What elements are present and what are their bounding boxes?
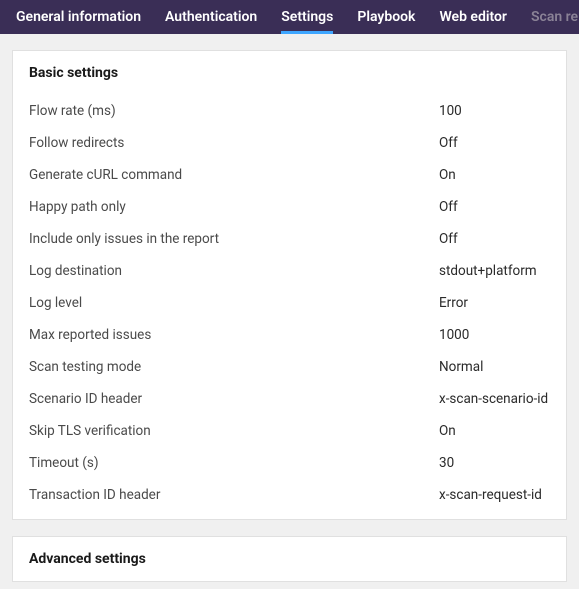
setting-label: Scan testing mode xyxy=(29,359,439,375)
setting-label: Skip TLS verification xyxy=(29,423,439,439)
setting-row[interactable]: Log level Error xyxy=(13,287,566,319)
setting-label: Flow rate (ms) xyxy=(29,103,439,119)
setting-label: Log level xyxy=(29,295,439,311)
tab-bar: General information Authentication Setti… xyxy=(0,0,579,34)
setting-value: Off xyxy=(439,135,550,151)
advanced-settings-panel: Advanced settings xyxy=(12,536,567,582)
setting-value: Normal xyxy=(439,359,550,375)
setting-label: Happy path only xyxy=(29,199,439,215)
setting-row[interactable]: Skip TLS verification On xyxy=(13,415,566,447)
basic-settings-title: Basic settings xyxy=(13,51,566,95)
tab-playbook[interactable]: Playbook xyxy=(345,0,427,34)
setting-row[interactable]: Flow rate (ms) 100 xyxy=(13,95,566,127)
setting-label: Transaction ID header xyxy=(29,487,439,503)
setting-value: On xyxy=(439,423,550,439)
setting-row[interactable]: Log destination stdout+platform xyxy=(13,255,566,287)
setting-row[interactable]: Include only issues in the report Off xyxy=(13,223,566,255)
setting-value: Off xyxy=(439,199,550,215)
setting-label: Scenario ID header xyxy=(29,391,439,407)
setting-value: 1000 xyxy=(439,327,550,343)
setting-value: x-scan-scenario-id xyxy=(439,391,550,407)
setting-row[interactable]: Max reported issues 1000 xyxy=(13,319,566,351)
setting-value: stdout+platform xyxy=(439,263,550,279)
setting-label: Include only issues in the report xyxy=(29,231,439,247)
setting-row[interactable]: Generate cURL command On xyxy=(13,159,566,191)
setting-row[interactable]: Scenario ID header x-scan-scenario-id xyxy=(13,383,566,415)
setting-value: Off xyxy=(439,231,550,247)
setting-value: 100 xyxy=(439,103,550,119)
setting-label: Follow redirects xyxy=(29,135,439,151)
advanced-settings-title: Advanced settings xyxy=(13,537,566,581)
tab-web-editor[interactable]: Web editor xyxy=(427,0,519,34)
content-area: Basic settings Flow rate (ms) 100 Follow… xyxy=(0,34,579,582)
setting-row[interactable]: Happy path only Off xyxy=(13,191,566,223)
setting-value: x-scan-request-id xyxy=(439,487,550,503)
tab-general-information[interactable]: General information xyxy=(4,0,153,34)
setting-value: 30 xyxy=(439,455,550,471)
setting-label: Generate cURL command xyxy=(29,167,439,183)
setting-row[interactable]: Scan testing mode Normal xyxy=(13,351,566,383)
setting-row[interactable]: Timeout (s) 30 xyxy=(13,447,566,479)
setting-value: On xyxy=(439,167,550,183)
tab-settings[interactable]: Settings xyxy=(269,0,345,34)
setting-row[interactable]: Follow redirects Off xyxy=(13,127,566,159)
setting-label: Log destination xyxy=(29,263,439,279)
setting-row[interactable]: Transaction ID header x-scan-request-id xyxy=(13,479,566,511)
basic-settings-list: Flow rate (ms) 100 Follow redirects Off … xyxy=(13,95,566,519)
setting-label: Max reported issues xyxy=(29,327,439,343)
setting-value: Error xyxy=(439,295,550,311)
tab-scan-report[interactable]: Scan re xyxy=(519,0,579,34)
setting-label: Timeout (s) xyxy=(29,455,439,471)
basic-settings-panel: Basic settings Flow rate (ms) 100 Follow… xyxy=(12,50,567,520)
tab-authentication[interactable]: Authentication xyxy=(153,0,269,34)
